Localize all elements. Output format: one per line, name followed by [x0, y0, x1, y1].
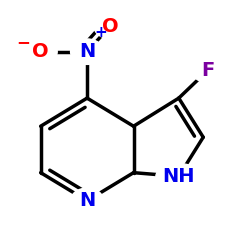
- Text: O: O: [102, 16, 119, 36]
- Text: NH: NH: [162, 167, 195, 186]
- Text: −: −: [16, 33, 30, 51]
- Ellipse shape: [70, 39, 104, 64]
- Ellipse shape: [70, 188, 104, 214]
- Text: O: O: [32, 42, 49, 61]
- Text: N: N: [79, 191, 95, 210]
- Text: +: +: [94, 24, 107, 40]
- Ellipse shape: [94, 13, 127, 39]
- Ellipse shape: [156, 164, 202, 189]
- Ellipse shape: [24, 39, 57, 64]
- Ellipse shape: [192, 57, 225, 83]
- Text: N: N: [79, 42, 95, 61]
- Text: F: F: [202, 60, 215, 80]
